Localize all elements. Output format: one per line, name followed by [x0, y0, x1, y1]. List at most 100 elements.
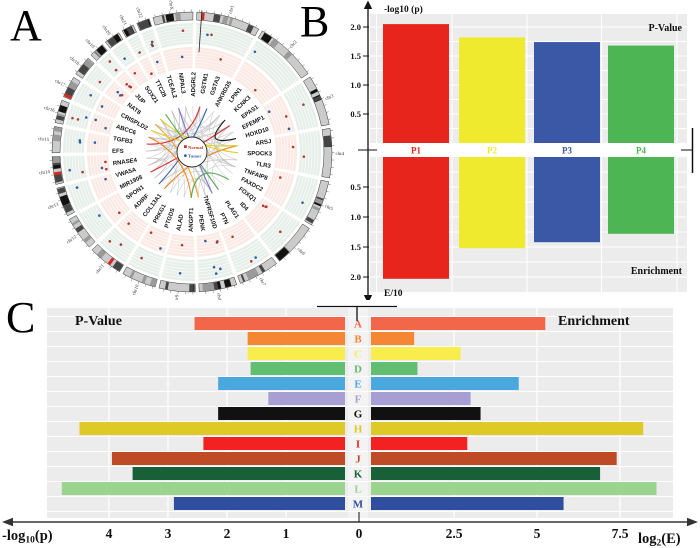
bar-A-enrichment	[371, 317, 546, 330]
chord	[190, 172, 230, 199]
gene-label: SPOCK3	[247, 151, 272, 157]
data-dot	[150, 40, 154, 44]
scale-mark	[198, 10, 203, 53]
data-dot	[249, 260, 253, 263]
gene-label: PENK	[197, 214, 205, 232]
bar-F-pvalue	[268, 392, 345, 405]
track-outer	[73, 83, 101, 110]
data-dot	[180, 55, 184, 59]
data-dot	[212, 265, 216, 269]
svg-text:chrX: chrX	[167, 0, 173, 11]
data-dot	[219, 267, 222, 271]
data-dot	[206, 33, 209, 37]
y-tick-label: 2.0	[350, 272, 361, 282]
bar-H-pvalue	[79, 422, 345, 435]
y-tick-label: 1.5	[350, 242, 361, 252]
data-dot	[125, 83, 129, 86]
arrow-up	[363, 0, 373, 9]
data-dot	[75, 186, 79, 189]
track-inner	[263, 169, 295, 207]
track-outer	[99, 227, 137, 263]
data-dot	[267, 110, 271, 114]
bar-B-enrichment	[371, 332, 415, 345]
svg-text:TLR3: TLR3	[255, 161, 271, 170]
data-dot	[219, 58, 222, 61]
svg-text:RNASE4: RNASE4	[113, 158, 139, 167]
gene-label: NAT8	[126, 102, 142, 116]
data-dot	[302, 155, 306, 158]
svg-text:chr14: chr14	[39, 170, 51, 176]
chromosome-ideogram	[196, 11, 260, 37]
data-dot	[210, 33, 213, 37]
chromosome-label: chr11	[95, 263, 106, 275]
data-dot	[117, 211, 121, 215]
track-inner	[274, 134, 297, 172]
chord	[214, 119, 237, 142]
bar-P2-pvalue	[459, 37, 525, 143]
pvalue-title: P-Value	[75, 314, 122, 329]
chromosome-label: chr9	[175, 294, 181, 300]
category-label-P1: P1	[411, 146, 421, 156]
svg-text:chr5: chr5	[324, 204, 334, 212]
track-inner	[196, 231, 226, 257]
y-tick-label: 2.0	[350, 22, 361, 32]
bar-M-pvalue	[173, 497, 345, 510]
data-dot	[71, 116, 74, 120]
data-dot	[181, 29, 185, 32]
gene-label: NIPAL3	[177, 73, 186, 95]
bar-J-enrichment	[371, 452, 617, 465]
bar-M-enrichment	[371, 497, 564, 510]
data-dot	[127, 222, 130, 225]
track-inner	[262, 95, 295, 136]
data-dot	[159, 247, 162, 250]
bar-G-pvalue	[218, 407, 345, 420]
gene-label: TLR3	[255, 161, 271, 170]
data-dot	[68, 168, 72, 172]
svg-text:PTN: PTN	[218, 212, 229, 225]
gene-label: ADGRL2	[191, 71, 197, 96]
gene-label: PTN	[218, 212, 229, 225]
bar-K-pvalue	[132, 467, 345, 480]
pvalue-enrichment-bar-chart: P1 P2 P3 P4 0.5 0.5 1.0 1.0 1.5 1.5 2.0 2.0 -log10 (…	[350, 0, 694, 300]
bar-P4-enrichment	[608, 157, 674, 234]
bar-B-pvalue	[247, 332, 345, 345]
ideogram-red-band	[107, 257, 115, 266]
data-dot	[284, 115, 288, 118]
data-dot	[264, 205, 268, 209]
chromosome-label: chr18	[68, 56, 80, 67]
svg-text:chr16: chr16	[43, 106, 55, 114]
data-dot	[76, 118, 80, 121]
track-outer	[283, 82, 319, 131]
bar-D-enrichment	[371, 362, 418, 375]
svg-text:TCEAL2: TCEAL2	[165, 75, 178, 100]
svg-text:chr1: chr1	[229, 4, 236, 14]
data-dot	[118, 94, 122, 97]
chord	[185, 106, 237, 140]
data-dot	[133, 71, 137, 75]
chromosome-label: chr12	[66, 235, 78, 246]
svg-text:ANGPT1: ANGPT1	[189, 207, 195, 232]
data-dot	[119, 243, 123, 246]
bottom-axis-label: E/10	[384, 289, 403, 299]
bar-P3-enrichment	[534, 157, 600, 243]
arrow-right	[687, 517, 698, 527]
chord	[148, 136, 192, 199]
chromosome-label: chr8	[215, 293, 222, 300]
y-tick-label: 0.5	[350, 182, 361, 192]
data-dot	[291, 145, 295, 149]
chromosome-ideogram	[237, 256, 277, 284]
data-dot	[149, 231, 153, 234]
gene-label: ALAD	[176, 213, 185, 231]
chord	[216, 125, 236, 168]
left-axis-label: -log10(p)	[2, 528, 53, 546]
category-label-A: A	[354, 319, 362, 331]
category-label-G: G	[354, 409, 363, 421]
chord	[209, 111, 238, 161]
bar-I-pvalue	[203, 437, 345, 450]
bar-L-enrichment	[371, 482, 657, 495]
data-dot	[93, 141, 97, 144]
gene-label: RNASE4	[113, 158, 139, 167]
svg-text:ALAD: ALAD	[176, 213, 185, 231]
track-outer	[195, 23, 254, 58]
chromosome-label: chr19	[84, 38, 96, 50]
